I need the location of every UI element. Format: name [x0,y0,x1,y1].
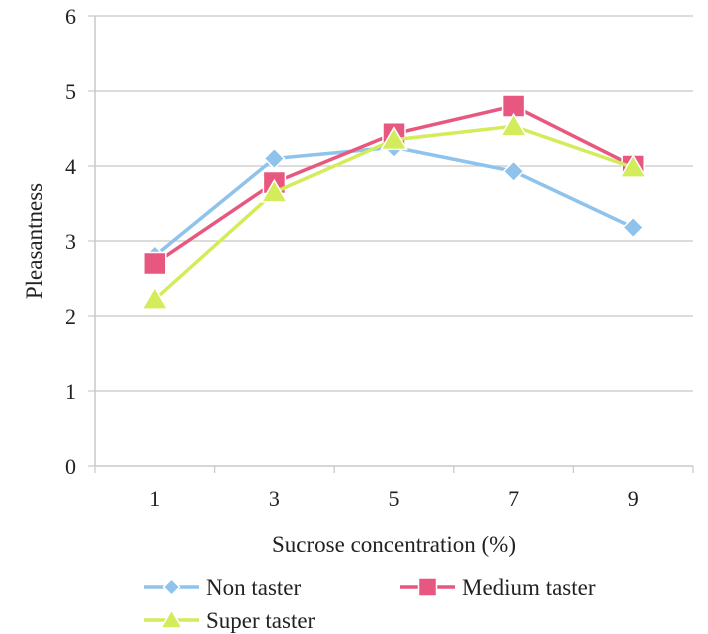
y-tick-labels: 0 1 2 3 4 5 6 [65,4,76,479]
data-point-non-taster [622,216,645,239]
data-point-super-taster [499,112,528,137]
y-tick-label: 5 [65,79,76,104]
y-tick-label: 2 [65,304,76,329]
x-tick-label: 3 [269,486,280,511]
y-tick-label: 1 [65,379,76,404]
series-medium-taster [143,94,645,276]
data-point-non-taster [502,160,525,183]
y-axis-title: Pleasantness [22,183,47,299]
data-point-non-taster [263,147,286,170]
data-point-super-taster [380,126,408,151]
legend-marker-super-taster [159,608,184,629]
legend-label-non-taster: Non taster [206,575,302,600]
series-super-taster [140,112,648,310]
legend-marker-medium-taster [417,577,438,597]
series-line-non-taster [153,145,634,258]
plot-series [140,94,648,310]
gridlines [88,15,694,473]
y-tick-label: 0 [65,454,76,479]
y-tick-label: 3 [65,229,76,254]
x-tick-label: 9 [628,486,639,511]
legend-item-non-taster: Non taster [144,575,302,600]
x-tick-label: 5 [389,486,400,511]
y-tick-label: 6 [65,4,76,29]
data-point-super-taster [260,178,289,203]
data-point-super-taster [140,286,169,310]
legend-marker-non-taster [162,577,181,597]
x-axis-title: Sucrose concentration (%) [272,532,516,557]
legend: Non taster Medium taster Super taster [144,575,596,633]
axes [94,16,693,467]
data-point-super-taster [619,154,648,178]
x-tick-label: 7 [508,486,519,511]
legend-label-super-taster: Super taster [206,608,316,633]
legend-item-super-taster: Super taster [144,608,316,633]
legend-label-medium-taster: Medium taster [462,575,596,600]
x-tick-labels: 1 3 5 7 9 [149,486,638,511]
y-tick-label: 4 [65,154,76,179]
x-tick-label: 1 [149,486,160,511]
series-non-taster [143,136,645,268]
legend-item-medium-taster: Medium taster [400,575,596,600]
data-point-medium-taster [143,251,167,276]
